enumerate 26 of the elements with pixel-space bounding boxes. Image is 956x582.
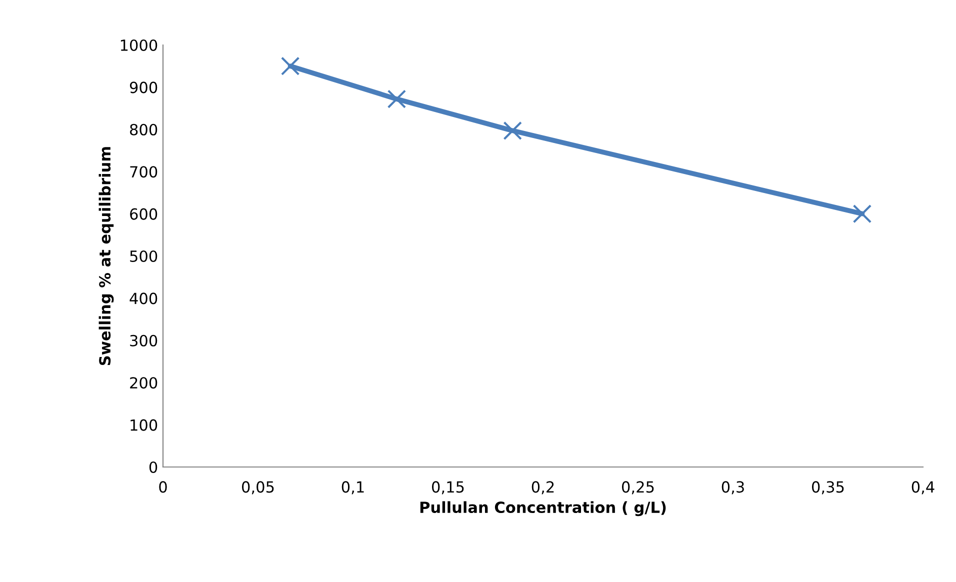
y-tick-label: 100	[130, 419, 158, 431]
point	[387, 90, 406, 108]
x-tick-label: 0	[159, 481, 167, 493]
point	[280, 56, 300, 76]
y-tick-label: 500	[130, 250, 158, 262]
point	[503, 121, 522, 140]
x-axis-title: Pullulan Concentration ( g/L)	[420, 501, 666, 516]
y-tick-label: 400	[130, 292, 158, 304]
y-tick-label: 600	[130, 208, 158, 220]
x-tick-label: 0,4	[912, 481, 934, 494]
y-tick-label: 300	[130, 334, 158, 346]
point	[852, 204, 872, 224]
x-tick-label: 0,1	[342, 481, 364, 494]
y-tick-label: 700	[130, 166, 158, 178]
y-tick-label: 0	[149, 461, 158, 474]
y-tick-label: 200	[130, 377, 158, 389]
x-tick-label: 0,35	[812, 481, 844, 494]
x-tick-label: 0,05	[242, 481, 274, 494]
y-axis-title: Swelling % at equilibrium	[98, 147, 114, 366]
x-tick-label: 0,3	[722, 481, 744, 494]
x-tick-label: 0,25	[622, 481, 654, 494]
y-tick-label: 900	[130, 82, 158, 94]
x-tick-label: 0,2	[532, 481, 554, 494]
x-tick-label: 0,15	[432, 481, 464, 494]
y-tick-label: 800	[130, 124, 158, 136]
y-tick-label: 1000	[120, 39, 158, 52]
